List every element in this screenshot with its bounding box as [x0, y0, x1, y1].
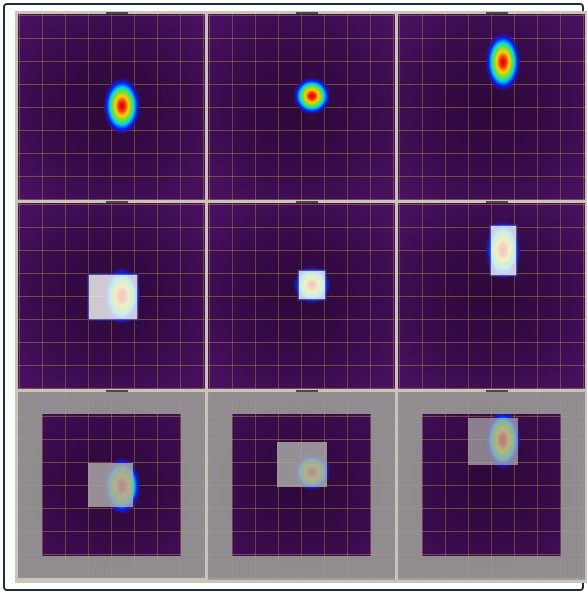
activation-blob — [485, 32, 521, 92]
occlusion-box — [297, 269, 327, 301]
mask-frame — [208, 392, 395, 580]
mask-frame — [398, 392, 585, 580]
activation-blob — [293, 77, 331, 115]
occlusion-box — [88, 463, 133, 507]
occlusion-box — [468, 418, 518, 465]
occlusion-box — [489, 224, 518, 277]
occlusion-box — [277, 442, 327, 487]
mask-frame — [18, 392, 205, 578]
occlusion-box — [87, 273, 139, 321]
panel-marks — [106, 12, 508, 392]
activation-blob — [103, 77, 141, 135]
